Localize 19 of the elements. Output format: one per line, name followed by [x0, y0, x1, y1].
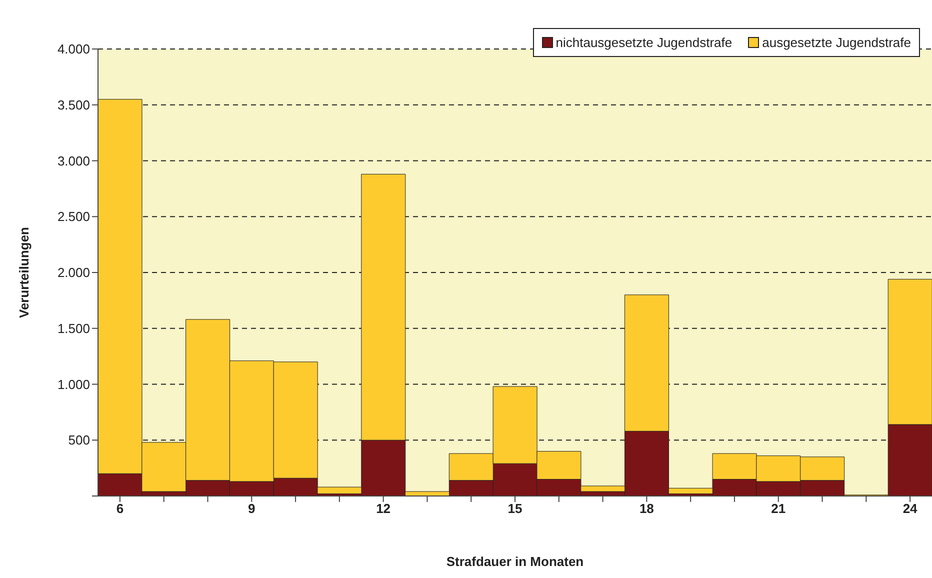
y-tick-label: 1.000: [57, 376, 90, 392]
x-tick-label: 15: [508, 501, 522, 516]
x-tick-label: 9: [248, 501, 256, 516]
y-tick-label: 1.500: [57, 320, 90, 336]
legend-label: nichtausgesetzte Jugendstrafe: [554, 35, 732, 50]
x-tick-label: 6: [116, 501, 124, 516]
y-tick-label: 500: [68, 432, 90, 448]
x-axis-title: Strafdauer in Monaten: [446, 554, 584, 569]
x-tick-label: 21: [771, 501, 786, 516]
y-tick-label: 2.000: [57, 265, 90, 280]
legend-label: ausgesetzte Jugendstrafe: [761, 35, 911, 50]
y-tick-label: 2.500: [57, 209, 90, 224]
x-tick-label: 18: [639, 501, 654, 516]
y-tick-label: 4.000: [57, 42, 90, 57]
x-tick-label: 24: [902, 501, 918, 516]
y-tick-label: 3.500: [57, 97, 90, 112]
y-axis-title: Verurteilungen: [16, 226, 32, 318]
y-tick-label: 3.000: [57, 153, 90, 168]
x-tick-label: 12: [376, 501, 391, 516]
